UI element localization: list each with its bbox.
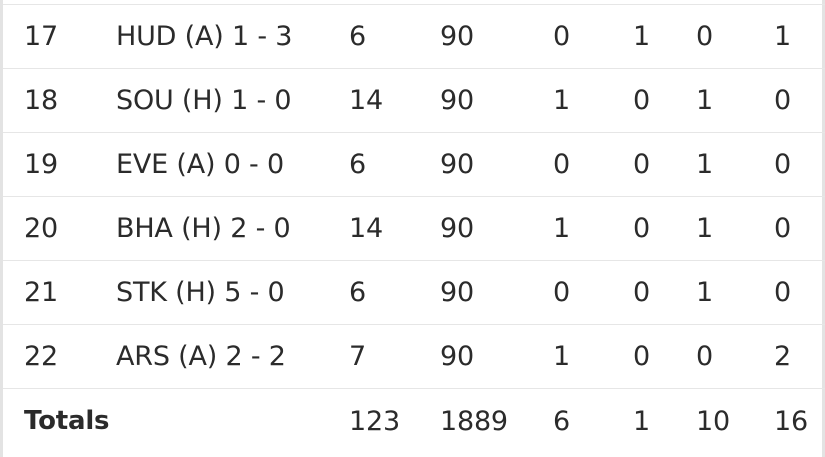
clean-sheets-cell: 0 (696, 4, 774, 69)
goals-cell: 1 (553, 68, 633, 133)
assists-cell: 0 (633, 196, 696, 261)
assists-cell: 1 (633, 4, 696, 69)
opponent-result-cell: ARS (A) 2 - 2 (116, 324, 349, 389)
opponent-result-cell: STK (H) 5 - 0 (116, 260, 349, 325)
goals-cell: 1 (553, 196, 633, 261)
opponent-result-cell: BHA (H) 2 - 0 (116, 196, 349, 261)
bonus-cell: 0 (774, 132, 825, 197)
points-cell: 14 (349, 196, 440, 261)
goals-cell: 0 (553, 132, 633, 197)
opponent-result-cell: SOU (H) 1 - 0 (116, 68, 349, 133)
bonus-cell: 0 (774, 196, 825, 261)
points-cell: 6 (349, 132, 440, 197)
minutes-cell: 90 (440, 4, 553, 69)
totals-label: Totals (24, 406, 110, 436)
bonus-cell: 0 (774, 260, 825, 325)
history-table-body: 17 HUD (A) 1 - 3 6 90 0 1 0 1 18 SOU (H) 1 - 0 14 9… (3, 4, 825, 454)
clean-sheets-cell: 1 (696, 68, 774, 133)
points-cell: 6 (349, 4, 440, 69)
player-history-table: 17 HUD (A) 1 - 3 6 90 0 1 0 1 18 SOU (H) 1 - 0 14 9… (3, 4, 825, 453)
totals-goals: 6 (553, 405, 570, 437)
goals-cell: 1 (553, 324, 633, 389)
goals-cell: 0 (553, 4, 633, 69)
minutes-cell: 90 (440, 68, 553, 133)
table-row: 22 ARS (A) 2 - 2 7 90 1 0 0 2 (3, 324, 825, 389)
minutes-cell: 90 (440, 196, 553, 261)
clean-sheets-cell: 1 (696, 260, 774, 325)
points-cell: 14 (349, 68, 440, 133)
assists-cell: 0 (633, 324, 696, 389)
points-cell: 7 (349, 324, 440, 389)
opponent-result-cell: EVE (A) 0 - 0 (116, 132, 349, 197)
totals-row: Totals 123 1889 6 1 10 16 (3, 389, 825, 454)
goals-cell: 0 (553, 260, 633, 325)
gameweek-cell: 22 (3, 324, 116, 389)
bonus-cell: 1 (774, 4, 825, 69)
points-cell: 6 (349, 260, 440, 325)
assists-cell: 0 (633, 68, 696, 133)
minutes-cell: 90 (440, 260, 553, 325)
clean-sheets-cell: 1 (696, 196, 774, 261)
minutes-cell: 90 (440, 132, 553, 197)
bonus-cell: 0 (774, 68, 825, 133)
gameweek-cell: 19 (3, 132, 116, 197)
table-row: 17 HUD (A) 1 - 3 6 90 0 1 0 1 (3, 4, 825, 69)
gameweek-cell: 20 (3, 196, 116, 261)
gameweek-cell: 17 (3, 4, 116, 69)
gameweek-cell: 21 (3, 260, 116, 325)
table-row: 18 SOU (H) 1 - 0 14 90 1 0 1 0 (3, 68, 825, 133)
totals-clean-sheets: 10 (696, 405, 730, 437)
bonus-cell: 2 (774, 324, 825, 389)
totals-minutes: 1889 (440, 405, 508, 437)
totals-bonus: 16 (774, 405, 808, 437)
minutes-cell: 90 (440, 324, 553, 389)
clean-sheets-cell: 0 (696, 324, 774, 389)
totals-assists: 1 (633, 405, 650, 437)
table-row: 19 EVE (A) 0 - 0 6 90 0 0 1 0 (3, 132, 825, 197)
opponent-result-cell: HUD (A) 1 - 3 (116, 4, 349, 69)
table-row: 21 STK (H) 5 - 0 6 90 0 0 1 0 (3, 260, 825, 325)
clean-sheets-cell: 1 (696, 132, 774, 197)
totals-points: 123 (349, 405, 400, 437)
assists-cell: 0 (633, 260, 696, 325)
assists-cell: 0 (633, 132, 696, 197)
table-row: 20 BHA (H) 2 - 0 14 90 1 0 1 0 (3, 196, 825, 261)
gameweek-cell: 18 (3, 68, 116, 133)
